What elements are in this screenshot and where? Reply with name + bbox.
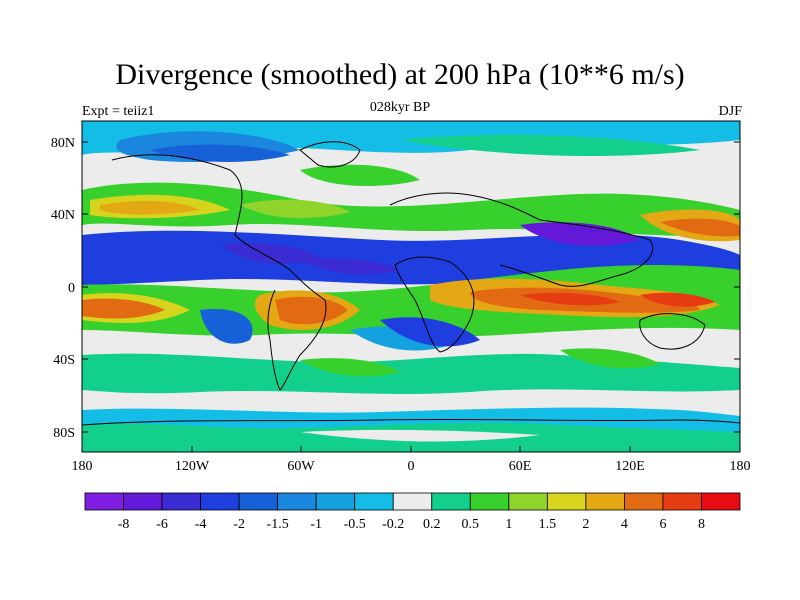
colorbar-swatch: [585, 492, 625, 511]
colorbar-label: 2: [582, 517, 589, 532]
colorbar: -8 -6 -4 -2 -1.5 -1 -0.5 -0.2 0.2 0.5 1 1.5 2 4 6 8: [84, 492, 741, 532]
colorbar-label: -1.5: [267, 517, 289, 532]
colorbar-label: -1: [310, 517, 322, 532]
lon-label-60e: 60E: [509, 459, 532, 474]
colorbar-label: 0.2: [423, 517, 441, 532]
colorbar-swatch: [200, 492, 240, 511]
lat-label-40s: 40S: [53, 353, 75, 368]
divergence-field: [82, 121, 740, 452]
colorbar-swatch: [469, 492, 510, 511]
colorbar-swatch: [354, 492, 394, 511]
era-label: 028kyr BP: [369, 100, 431, 115]
lon-label-120e: 120E: [615, 459, 645, 474]
colorbar-label: 6: [659, 517, 666, 532]
colorbar-swatch: [624, 492, 664, 511]
lon-label-180e: 180: [730, 459, 751, 474]
lon-label-0: 0: [408, 459, 415, 474]
colorbar-label: 4: [621, 517, 628, 532]
colorbar-label: -0.5: [344, 517, 366, 532]
colorbar-label: -6: [156, 517, 168, 532]
lon-label-60w: 60W: [287, 459, 315, 474]
coastlines: [82, 141, 740, 426]
lat-label-0: 0: [68, 281, 75, 296]
lat-ticks: [82, 141, 740, 433]
colorbar-swatch: [123, 492, 163, 511]
colorbar-swatch: [662, 492, 702, 511]
colorbar-swatch: [315, 492, 356, 511]
colorbar-label: -0.2: [382, 517, 404, 532]
colorbar-label: 1.5: [539, 517, 557, 532]
colorbar-swatch: [84, 492, 124, 511]
colorbar-swatch: [431, 492, 471, 511]
lat-label-80n: 80N: [51, 136, 75, 151]
colorbar-swatch: [546, 492, 587, 511]
colorbar-label: -4: [195, 517, 207, 532]
colorbar-swatch: [238, 492, 279, 511]
season-label: DJF: [718, 104, 742, 119]
colorbar-swatch: [277, 492, 317, 511]
map-title: Divergence (smoothed) at 200 hPa (10**6 …: [115, 58, 685, 91]
lat-label-80s: 80S: [53, 426, 75, 441]
colorbar-label: 8: [698, 517, 705, 532]
colorbar-label: 0.5: [462, 517, 480, 532]
colorbar-swatch: [161, 492, 201, 511]
colorbar-swatch: [701, 492, 741, 511]
colorbar-swatch: [508, 492, 548, 511]
lat-label-40n: 40N: [51, 208, 75, 223]
colorbar-swatch: [392, 492, 433, 511]
experiment-label: Expt = teiiz1: [82, 104, 155, 119]
lon-label-180w: 180: [72, 459, 93, 474]
colorbar-label: -2: [233, 517, 245, 532]
colorbar-label: 1: [505, 517, 512, 532]
lon-label-120w: 120W: [175, 459, 210, 474]
colorbar-label: -8: [118, 517, 130, 532]
lon-ticks: [81, 446, 741, 452]
